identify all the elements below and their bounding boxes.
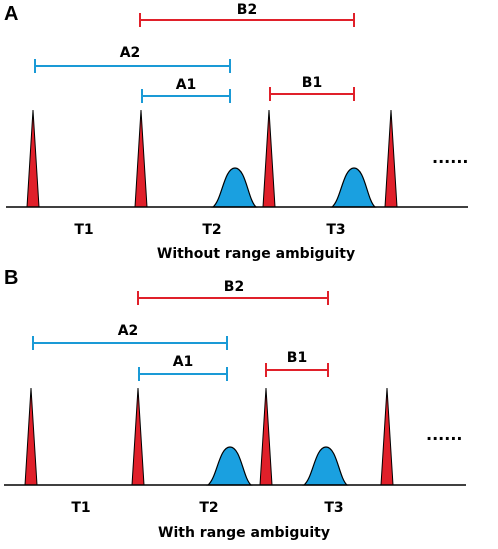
- panel-a-range-b1: B1: [269, 75, 355, 101]
- panel-a-pulse-1: [26, 109, 40, 208]
- panel-a-time-label-t3: T3: [326, 222, 345, 238]
- panel-b-time-label-t3: T3: [324, 500, 343, 516]
- panel-b-pulse-2: [131, 387, 145, 486]
- panel-a-range-a1-label: A1: [176, 77, 197, 93]
- panel-a-range-a2-label: A2: [120, 45, 141, 61]
- panel-a-echo-1: [211, 167, 258, 208]
- panel-a-time-label-t2: T2: [202, 222, 221, 238]
- panel-a-pulse-3: [262, 109, 276, 208]
- panel-b-range-b1-label: B1: [287, 350, 307, 366]
- panel-b: B B2 A2 A1 B1: [4, 267, 466, 541]
- panel-b-range-a1-label: A1: [173, 354, 194, 370]
- panel-a-range-a2: A2: [34, 45, 231, 73]
- panel-a-pulse-2: [134, 109, 148, 208]
- panel-a-range-b1-label: B1: [302, 75, 322, 91]
- panel-b-range-a2: A2: [32, 323, 228, 350]
- panel-b-range-b2-label: B2: [224, 279, 244, 295]
- panel-a-range-b2: B2: [139, 2, 355, 27]
- panel-b-range-b1: B1: [265, 350, 329, 377]
- panel-a-pulse-4: [384, 109, 398, 208]
- panel-b-time-label-t1: T1: [71, 500, 90, 516]
- panel-a-letter: A: [4, 3, 18, 25]
- panel-b-pulse-4: [380, 387, 394, 486]
- panel-b-time-label-t2: T2: [199, 500, 218, 516]
- panel-b-letter: B: [4, 267, 18, 289]
- panel-a-continuation: ......: [432, 148, 468, 167]
- panel-b-range-a2-label: A2: [118, 323, 139, 339]
- panel-a-range-a1: A1: [141, 77, 231, 103]
- panel-b-range-a1: A1: [138, 354, 228, 381]
- panel-a-echo-2: [330, 167, 377, 208]
- panel-b-pulse-1: [24, 387, 38, 486]
- panel-b-echo-2: [302, 446, 349, 486]
- panel-a: A B2 A2 A1 B1: [4, 2, 468, 262]
- panel-b-range-b2: B2: [137, 279, 329, 305]
- panel-b-caption: With range ambiguity: [158, 525, 330, 541]
- panel-b-pulse-3: [259, 387, 273, 486]
- panel-b-echo-1: [206, 446, 253, 486]
- panel-b-continuation: ......: [426, 425, 462, 444]
- panel-a-range-b2-label: B2: [237, 2, 257, 18]
- panel-a-time-label-t1: T1: [74, 222, 93, 238]
- panel-a-caption: Without range ambiguity: [157, 246, 355, 262]
